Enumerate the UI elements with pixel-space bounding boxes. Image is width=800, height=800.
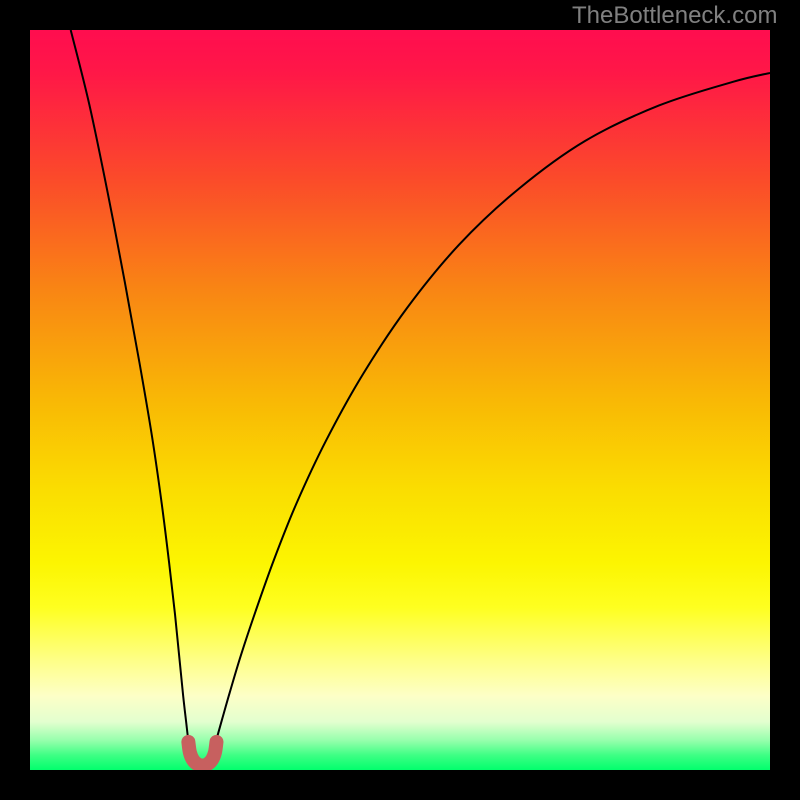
chart-root: TheBottleneck.com <box>0 0 800 800</box>
bottleneck-chart <box>0 0 800 800</box>
watermark-text: TheBottleneck.com <box>572 2 777 30</box>
plot-background <box>30 30 770 770</box>
